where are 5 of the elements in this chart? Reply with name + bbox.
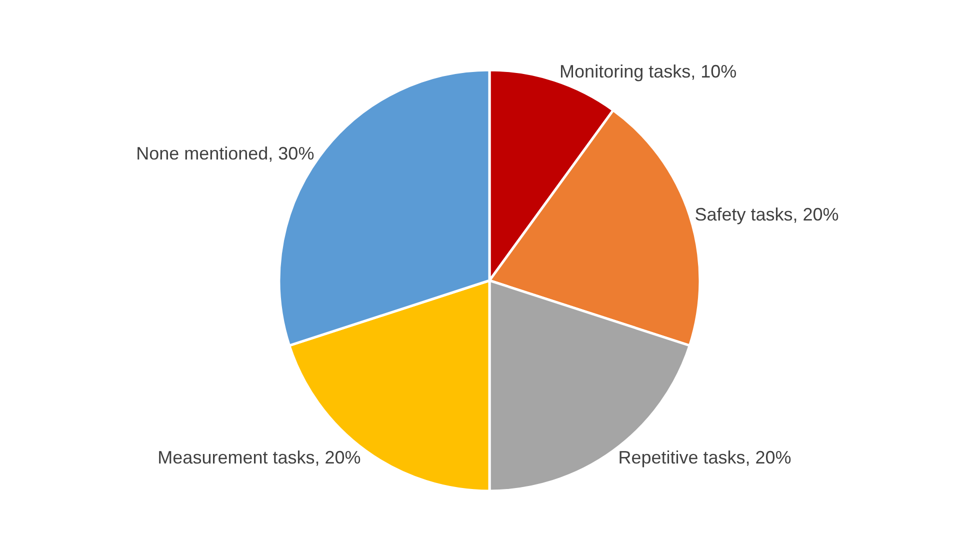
slice-label: None mentioned, 30% bbox=[136, 143, 314, 164]
slice-label: Monitoring tasks, 10% bbox=[560, 61, 737, 82]
slice-label: Repetitive tasks, 20% bbox=[618, 447, 792, 468]
slice-label: Measurement tasks, 20% bbox=[158, 447, 361, 468]
slice-label: Safety tasks, 20% bbox=[694, 204, 839, 224]
